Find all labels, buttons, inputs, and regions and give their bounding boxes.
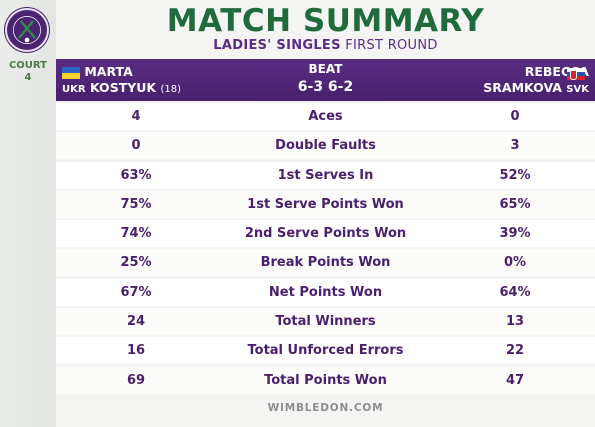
stat-row-break-points-won: 25% Break Points Won 0% [56, 249, 595, 277]
stat-right-value: 47 [505, 372, 525, 388]
stat-label: 1st Serve Points Won [247, 196, 404, 212]
court-number: 4 [24, 72, 32, 83]
stat-row-total-winners: 24 Total Winners 13 [56, 308, 595, 336]
footer-website: WIMBLEDON.COM [267, 402, 384, 414]
stat-label: Double Faults [275, 138, 376, 154]
result-label: BEAT [308, 62, 343, 76]
court-word: COURT [8, 60, 48, 71]
stat-left-value: 4 [131, 109, 141, 124]
stat-right-value: 39% [499, 226, 531, 242]
stat-left-value: 74% [120, 226, 152, 242]
event-name: LADIES' SINGLES [213, 38, 341, 53]
stat-right-value: 0 [510, 109, 520, 124]
stat-label: 2nd Serve Points Won [244, 226, 407, 242]
stat-label: Net Points Won [268, 284, 383, 300]
page-title: MATCH SUMMARY [166, 3, 485, 39]
stat-row-net-points-won: 67% Net Points Won 64% [56, 278, 595, 306]
stat-left-value: 16 [126, 343, 146, 359]
stat-right-value: 0% [503, 255, 527, 271]
wimbledon-logo-icon [5, 8, 49, 52]
stat-left-value: 24 [126, 314, 146, 330]
player-right-country: SVK [566, 84, 589, 95]
event-subtitle: LADIES' SINGLES FIRST ROUND [56, 38, 595, 54]
stat-right-value: 52% [499, 167, 531, 183]
player-left-first-name: MARTA [84, 64, 133, 79]
stat-row-aces: 4 Aces 0 [56, 103, 595, 130]
stat-row-double-faults: 0 Double Faults 3 [56, 132, 595, 160]
player-left-seed: (18) [160, 84, 181, 95]
player-left-last-name: KOSTYUK [89, 80, 157, 95]
round-name: FIRST ROUND [345, 38, 438, 53]
court-label: COURT 4 [0, 60, 56, 84]
stat-right-value: 65% [499, 196, 531, 212]
stat-label: Break Points Won [260, 255, 391, 271]
stat-left-value: 75% [120, 196, 152, 212]
player-right-last-name: SRAMKOVA [483, 80, 562, 95]
stat-right-value: 3 [510, 138, 520, 154]
stat-label: Total Unforced Errors [247, 343, 404, 359]
ukraine-flag-icon [62, 67, 80, 79]
slovakia-flag-icon [567, 68, 585, 80]
match-score: 6-3 6-2 [297, 79, 354, 95]
stat-row-second-serve-points-won: 74% 2nd Serve Points Won 39% [56, 220, 595, 248]
stat-left-value: 67% [120, 284, 152, 300]
player-left-country: UKR [62, 84, 86, 95]
stat-row-total-unforced-errors: 16 Total Unforced Errors 22 [56, 337, 595, 365]
stat-left-value: 63% [120, 167, 152, 183]
stat-left-value: 69 [126, 372, 146, 388]
stats-table: 4 Aces 0 0 Double Faults 3 63% 1st Serve… [56, 103, 595, 396]
player-left: MARTA UKR KOSTYUK (18) [62, 64, 181, 98]
stat-row-first-serve-points-won: 75% 1st Serve Points Won 65% [56, 190, 595, 218]
players-bar: MARTA UKR KOSTYUK (18) BEAT 6-3 6-2 REBE… [56, 59, 595, 101]
match-summary-panel: MATCH SUMMARY LADIES' SINGLES FIRST ROUN… [56, 0, 595, 427]
stat-label: Total Points Won [264, 372, 387, 388]
stat-left-value: 0 [131, 138, 141, 154]
stat-label: Total Winners [275, 314, 376, 330]
stat-row-total-points-won: 69 Total Points Won 47 [56, 366, 595, 394]
stat-label: 1st Serves In [277, 167, 374, 183]
stat-label: Aces [308, 109, 343, 124]
stat-left-value: 25% [120, 255, 152, 271]
stat-right-value: 64% [499, 284, 531, 300]
stat-right-value: 22 [505, 343, 525, 359]
stat-row-first-serves-in: 63% 1st Serves In 52% [56, 161, 595, 189]
stat-right-value: 13 [505, 314, 525, 330]
left-strip: COURT 4 [0, 0, 56, 427]
match-result: BEAT 6-3 6-2 [56, 62, 595, 96]
